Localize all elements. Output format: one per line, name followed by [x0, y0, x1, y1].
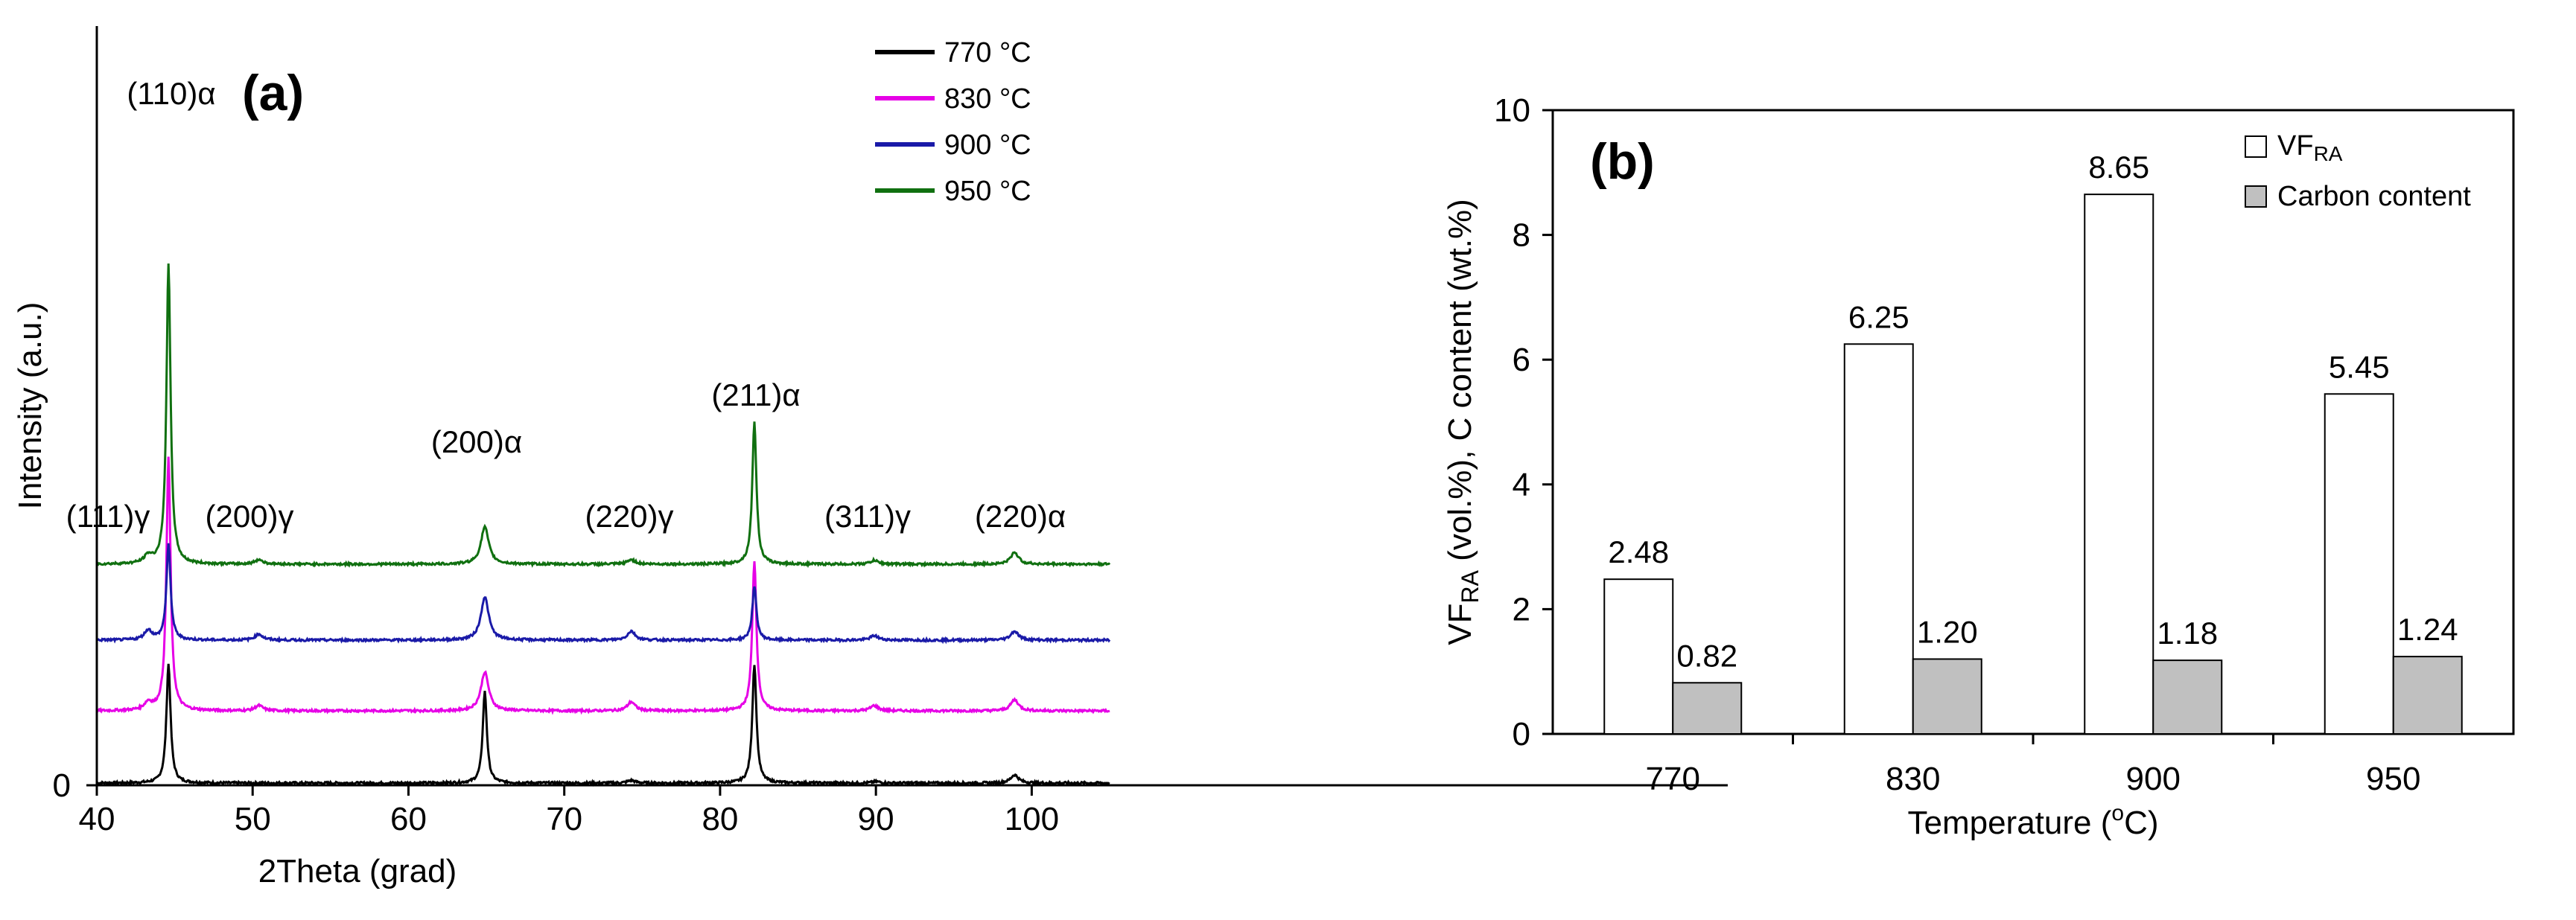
a-y-tick-label: 0: [53, 767, 71, 804]
bar-carbon-950: [2392, 656, 2463, 735]
legend-swatch-vf: [2245, 135, 2267, 158]
b-category-label: 830: [1886, 761, 1940, 797]
a-panel-label: (a): [242, 65, 304, 121]
bar-value-label: 8.65: [2088, 150, 2149, 185]
b-y-tick-label: 2: [1513, 591, 1530, 627]
b-panel-label: (b): [1590, 133, 1655, 190]
bar-vf-900: [2084, 194, 2154, 735]
b-y-tick-label: 8: [1513, 217, 1530, 254]
b-y-axis-title: VFRA (vol.%), C content (wt.%): [1442, 199, 1483, 645]
a-x-tick-label: 60: [390, 801, 427, 837]
a-x-tick-label: 100: [1005, 801, 1059, 837]
a-x-tick-label: 70: [546, 801, 582, 837]
peak-label-311-gamma: (311)γ: [824, 499, 911, 534]
bar-value-label: 2.48: [1608, 534, 1669, 569]
bar-value-label: 0.82: [1676, 638, 1737, 673]
legend-swatch-carbon: [2245, 185, 2267, 208]
b-category-label: 900: [2126, 761, 2181, 797]
bar-value-label: 5.45: [2329, 349, 2390, 384]
bar-carbon-830: [1912, 658, 1982, 735]
bar-vf-950: [2324, 393, 2394, 735]
peak-label-211-alpha: (211)α: [711, 377, 800, 412]
panel-a-xrd-chart: 40 50 60 70 80 90 100 0 2Theta (grad) Intensit…: [12, 26, 1728, 889]
a-x-tick-label: 90: [858, 801, 894, 837]
xrd-trace-900: [96, 543, 1111, 645]
bar-vf-830: [1843, 343, 1914, 735]
bar-vf-770: [1603, 578, 1674, 735]
peak-label-200-gamma: (200)γ: [205, 499, 293, 534]
peak-label-220-alpha: (220)α: [975, 499, 1066, 534]
legend-label-900: 900 °C: [944, 130, 1031, 161]
xrd-trace-950: [95, 263, 1111, 569]
peak-label-111-gamma: (111)γ: [66, 499, 150, 534]
legend-label-950: 950 °C: [944, 176, 1031, 207]
bar-carbon-770: [1672, 682, 1743, 735]
legend-label-770: 770 °C: [944, 37, 1031, 68]
b-x-axis-title: Temperature (oC): [1907, 801, 2158, 841]
bar-carbon-900: [2152, 659, 2223, 735]
b-category-label: 770: [1646, 761, 1700, 797]
panel-b-bar-chart: 0 2 4 6 8 10 770 830 900 950 2.48 0.82 6.25 1.20 8.65…: [1442, 92, 2515, 841]
a-x-tick-label: 50: [235, 801, 271, 837]
peak-label-220-gamma: (220)γ: [585, 499, 673, 534]
a-x-axis-title: 2Theta (grad): [258, 853, 457, 889]
peak-label-200-alpha: (200)α: [431, 424, 522, 459]
b-y-tick-label: 6: [1513, 342, 1530, 378]
a-x-tick-label: 40: [79, 801, 115, 837]
a-legend: 770 °C 830 °C 900 °C 950 °C: [875, 37, 1031, 207]
b-y-tick-label: 0: [1513, 716, 1530, 753]
bar-value-label: 1.20: [1917, 614, 1978, 649]
bar-value-label: 6.25: [1848, 299, 1909, 334]
a-x-tick-label: 80: [702, 801, 738, 837]
legend-label-carbon: Carbon content: [2277, 181, 2471, 212]
a-y-axis-title: Intensity (a.u.): [12, 302, 48, 510]
b-legend: VFRA Carbon content: [2245, 130, 2471, 212]
legend-label-vf: VFRA: [2277, 130, 2343, 165]
bar-value-label: 1.24: [2397, 612, 2458, 647]
b-y-tick-label: 4: [1513, 467, 1530, 503]
b-category-label: 950: [2366, 761, 2420, 797]
b-y-tick-label: 10: [1494, 92, 1530, 129]
xrd-trace-770: [96, 663, 1110, 788]
bar-value-label: 1.18: [2157, 616, 2218, 651]
peak-label-110-alpha: (110)α: [127, 76, 215, 111]
xrd-trace-830: [95, 456, 1110, 715]
legend-label-830: 830 °C: [944, 83, 1031, 115]
